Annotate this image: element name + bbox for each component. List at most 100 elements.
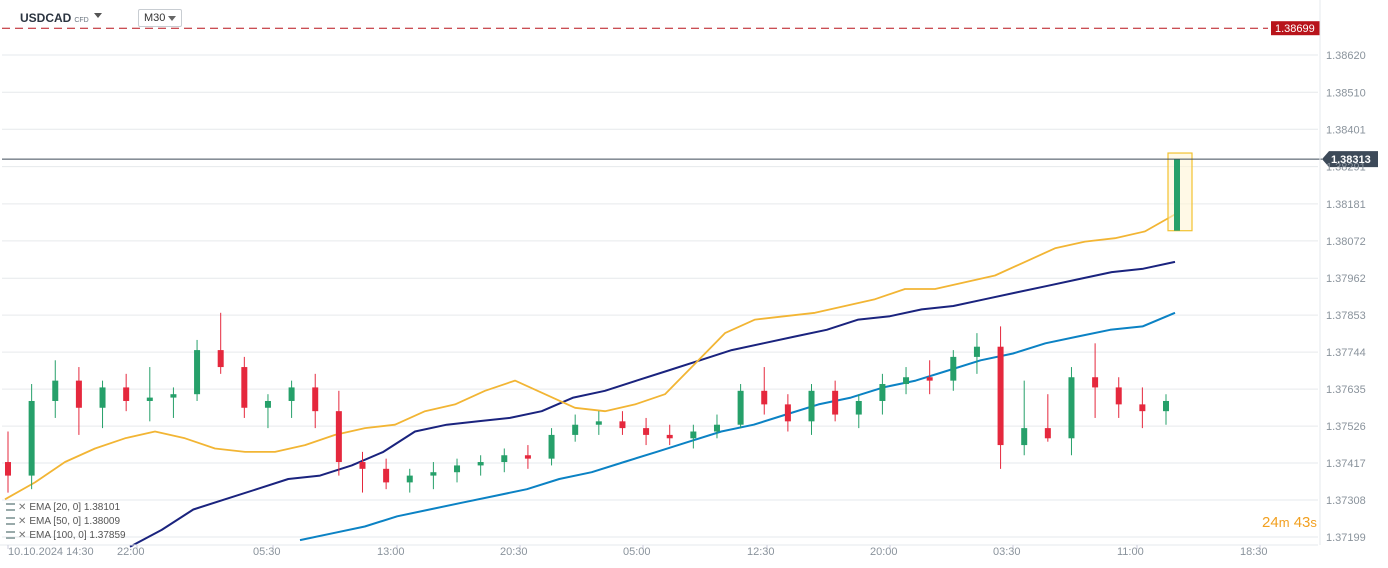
candle <box>879 373 886 415</box>
candle-body <box>643 428 650 435</box>
indicator-ema-50[interactable]: ✕ EMA [50, 0] 1.38009 <box>6 516 120 527</box>
candle-body <box>99 387 106 408</box>
candle-body <box>855 400 862 415</box>
x-tick-label: 12:30 <box>747 546 775 558</box>
indicator-ema-100[interactable]: ✕ EMA [100, 0] 1.37859 <box>6 530 126 541</box>
candle-body <box>312 387 319 412</box>
x-tick-label: 11:00 <box>1117 546 1144 558</box>
current-candle <box>1167 152 1193 232</box>
x-tick-label: 22:00 <box>117 546 145 558</box>
symbol-dropdown-icon[interactable] <box>94 13 102 18</box>
candle-countdown: 24m 43s <box>1262 514 1317 531</box>
candle <box>501 448 508 473</box>
candle-body <box>501 455 508 463</box>
x-axis: 10.10.2024 14:30 22:00 05:30 13:00 20:30 05:0… <box>0 544 1318 558</box>
candle-body <box>430 472 437 476</box>
grid-lines <box>2 54 1318 538</box>
candle <box>454 458 461 483</box>
settings-icon[interactable] <box>6 503 15 512</box>
candle <box>28 384 35 490</box>
candle-body <box>406 475 413 483</box>
y-tick-label: 1.38620 <box>1326 50 1366 62</box>
candle <box>903 367 910 395</box>
candle-body <box>217 350 224 368</box>
timeframe-dropdown-icon <box>168 16 176 21</box>
candle-body <box>761 390 768 405</box>
candle <box>288 380 295 418</box>
candle-body <box>241 367 248 408</box>
x-tick-label: 05:00 <box>623 546 651 558</box>
candle <box>264 394 271 429</box>
candle <box>477 455 484 476</box>
candle-body <box>335 411 342 463</box>
candle <box>950 350 957 391</box>
candle <box>123 373 130 412</box>
candle <box>572 414 579 442</box>
current-price-label: 1.38313 <box>1331 154 1371 166</box>
x-tick-label: 10.10.2024 14:30 <box>8 546 94 558</box>
candle-body <box>170 394 177 398</box>
x-tick-label: 13:00 <box>377 546 405 558</box>
x-tick-label: 05:30 <box>253 546 281 558</box>
candle <box>1068 367 1075 456</box>
indicator-label: EMA [100, 0] 1.37859 <box>29 530 126 541</box>
ema-series <box>129 260 1176 548</box>
candle <box>1021 380 1028 456</box>
close-icon[interactable]: ✕ <box>18 530 27 541</box>
settings-icon[interactable] <box>6 531 15 540</box>
candle-body <box>28 400 35 476</box>
candle <box>1115 377 1122 418</box>
candle <box>784 394 791 432</box>
symbol-tag: CFD <box>74 17 89 24</box>
level-price-label: 1.38699 <box>1275 23 1315 35</box>
candle <box>241 356 248 418</box>
candle <box>1092 343 1099 418</box>
y-tick-label: 1.37962 <box>1326 273 1366 285</box>
y-tick-label: 1.38510 <box>1326 87 1366 99</box>
indicator-label: EMA [50, 0] 1.38009 <box>29 516 121 527</box>
ema-series <box>4 213 1176 501</box>
y-axis: 1.38620 1.38510 1.38401 1.38291 1.38181 1.380… <box>1319 0 1366 545</box>
candle-body <box>1163 400 1169 412</box>
candle <box>430 462 437 490</box>
y-tick-label: 1.37308 <box>1326 495 1366 507</box>
candle-body <box>572 424 579 435</box>
close-icon[interactable]: ✕ <box>18 516 27 527</box>
candle <box>832 380 839 422</box>
candle <box>335 390 342 476</box>
candles <box>5 152 1193 493</box>
candle-body <box>146 397 153 401</box>
candle-body <box>973 346 980 357</box>
candle-body <box>383 468 390 483</box>
candle-body <box>1068 377 1075 439</box>
timer-minutes-unit: m <box>1278 515 1290 530</box>
indicator-ema-20[interactable]: ✕ EMA [20, 0] 1.38101 <box>6 502 120 513</box>
timeframe-select[interactable]: M30 <box>138 9 182 27</box>
candle <box>808 384 815 435</box>
candle <box>761 367 768 415</box>
settings-icon[interactable] <box>6 517 15 526</box>
candle-body <box>903 377 910 385</box>
close-icon[interactable]: ✕ <box>18 502 27 513</box>
candle-body <box>832 390 839 415</box>
candle <box>737 384 744 429</box>
candle-body <box>666 434 673 439</box>
candle-body <box>1044 428 1051 439</box>
candle <box>973 333 980 374</box>
candle-body <box>619 421 626 429</box>
candle-body <box>713 424 720 432</box>
candle-body <box>784 404 791 422</box>
y-tick-label: 1.38072 <box>1326 236 1366 248</box>
candle <box>713 414 720 439</box>
level-price-tag <box>1271 21 1320 36</box>
timer-seconds: 43 <box>1293 514 1311 531</box>
symbol-title[interactable]: USDCAD CFD <box>20 11 89 25</box>
candle-body <box>264 400 271 408</box>
candle <box>217 312 224 374</box>
candle-body <box>548 434 555 459</box>
candle-body <box>997 346 1004 446</box>
candle <box>855 394 862 429</box>
timeframe-value: M30 <box>144 12 166 24</box>
y-tick-label: 1.37853 <box>1326 310 1366 322</box>
